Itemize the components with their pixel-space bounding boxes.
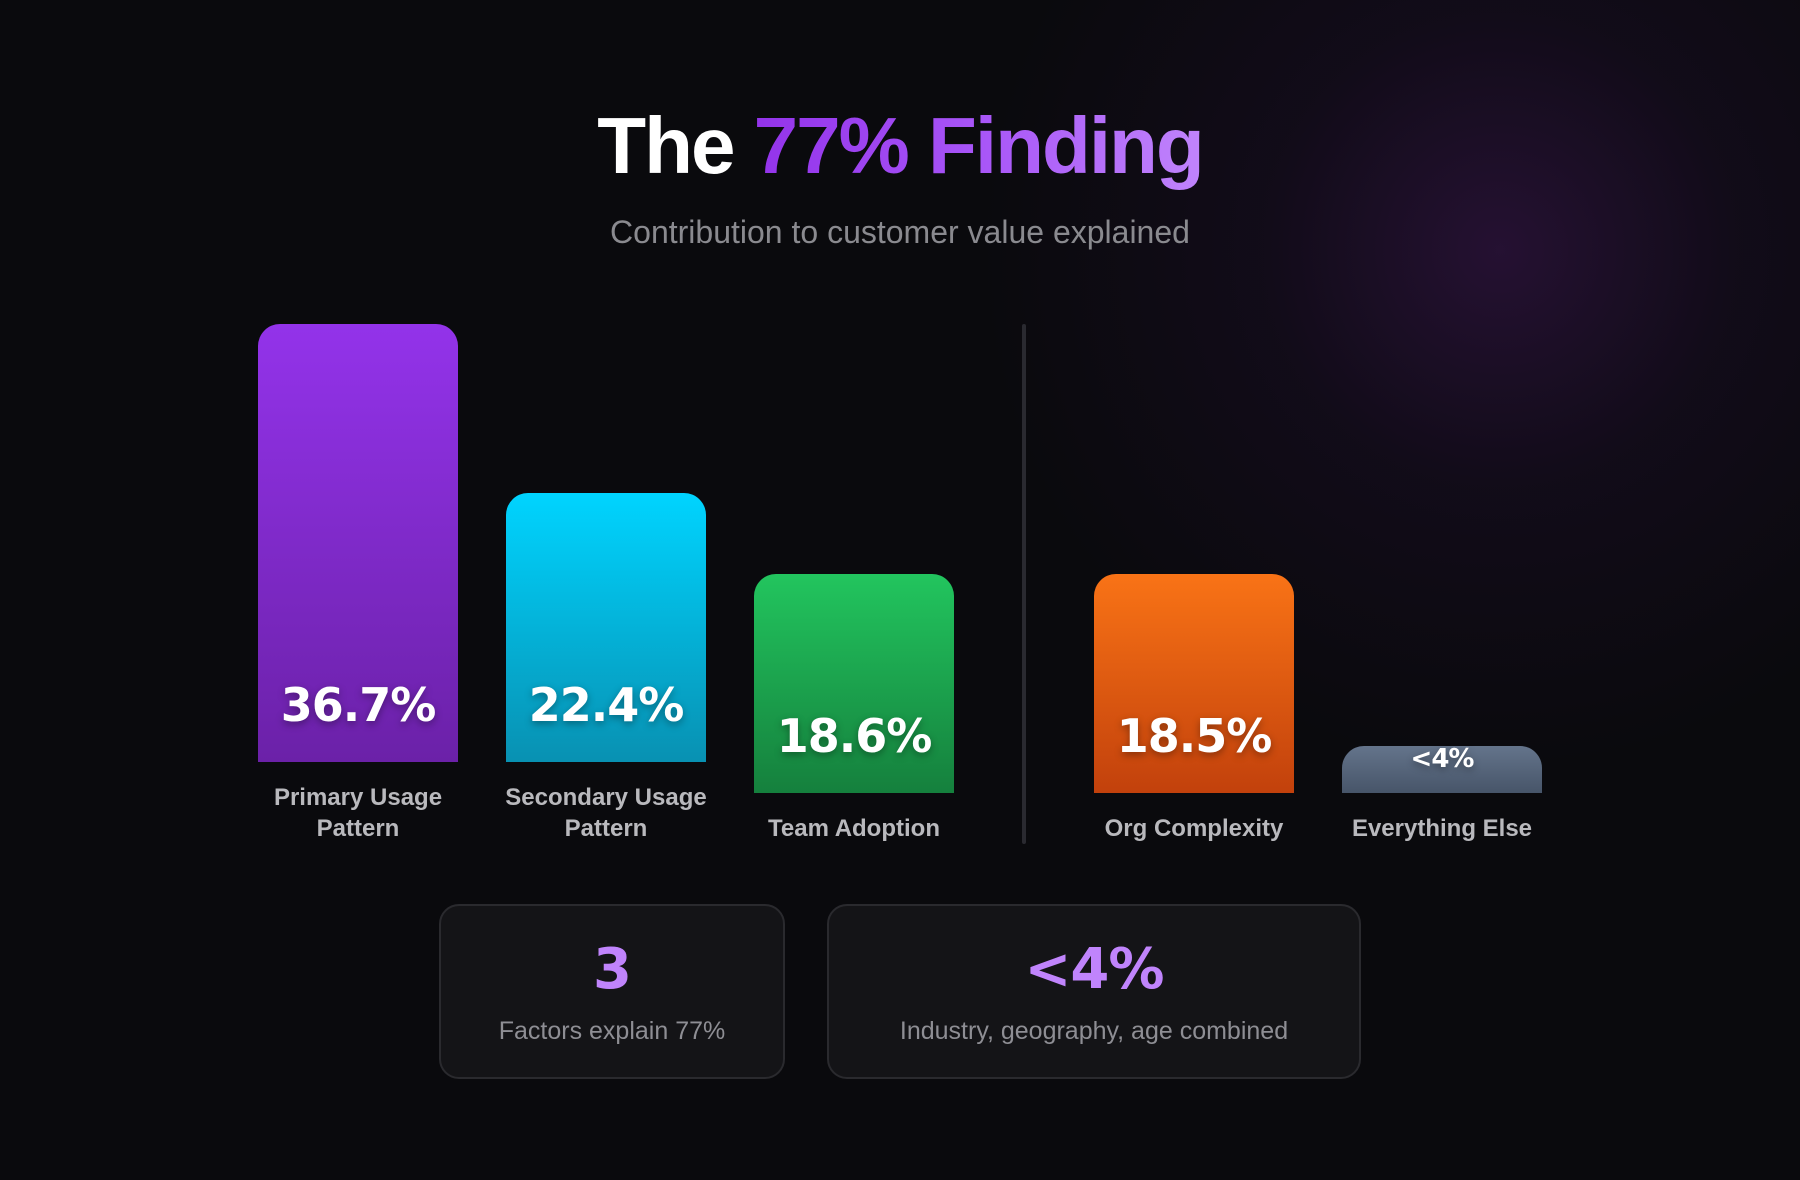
bar-category-label: Org Complexity <box>1104 815 1284 842</box>
page-subtitle: Contribution to customer value explained <box>610 214 1190 250</box>
bar-org-complexity: 18.5% <box>1094 574 1294 793</box>
stat-value: <4% <box>1024 936 1165 1002</box>
group-divider <box>1022 324 1026 844</box>
stat-card-factors: 3 Factors explain 77% <box>439 904 785 1079</box>
bar-category-label: Primary Usage Pattern <box>273 784 443 842</box>
bar-group-primary: 36.7% Primary Usage Pattern 22.4% Second… <box>258 324 954 844</box>
bar-value-label: 22.4% <box>528 678 685 732</box>
stat-description: Factors explain 77% <box>498 1016 726 1045</box>
bar-column: 36.7% Primary Usage Pattern <box>258 324 458 844</box>
stat-description: Industry, geography, age combined <box>899 1016 1289 1045</box>
bar-category-label: Everything Else <box>1351 815 1533 842</box>
bar-team-adoption: 18.6% <box>754 574 954 793</box>
bar-value-label: 18.6% <box>776 709 933 763</box>
bar-column: <4% Everything Else <box>1342 324 1542 844</box>
bar-category-label: Team Adoption <box>768 815 940 842</box>
bar-everything-else: <4% <box>1342 744 1542 793</box>
stat-value: 3 <box>593 936 632 1002</box>
title-prefix: The <box>597 101 754 190</box>
bar-primary-usage: 36.7% <box>258 324 458 762</box>
bar-value-label: <4% <box>1410 744 1475 774</box>
bar-category-label: Secondary Usage Pattern <box>505 784 707 842</box>
bar-value-label: 36.7% <box>280 678 437 732</box>
bar-secondary-usage: 22.4% <box>506 493 706 762</box>
bar-group-secondary: 18.5% Org Complexity <4% Everything Else <box>1094 324 1542 844</box>
bar-column: 18.6% Team Adoption <box>754 324 954 844</box>
bar-column: 22.4% Secondary Usage Pattern <box>505 324 707 844</box>
bar-column: 18.5% Org Complexity <box>1094 324 1294 844</box>
stat-cards: 3 Factors explain 77% <4% Industry, geog… <box>0 904 1800 1079</box>
bar-value-label: 18.5% <box>1116 709 1273 763</box>
stat-card-other-factors: <4% Industry, geography, age combined <box>827 904 1361 1079</box>
title-accent: 77% Finding <box>753 101 1205 190</box>
bar-chart: 36.7% Primary Usage Pattern 22.4% Second… <box>258 324 1542 844</box>
page-title: The 77% Finding <box>0 98 1800 194</box>
